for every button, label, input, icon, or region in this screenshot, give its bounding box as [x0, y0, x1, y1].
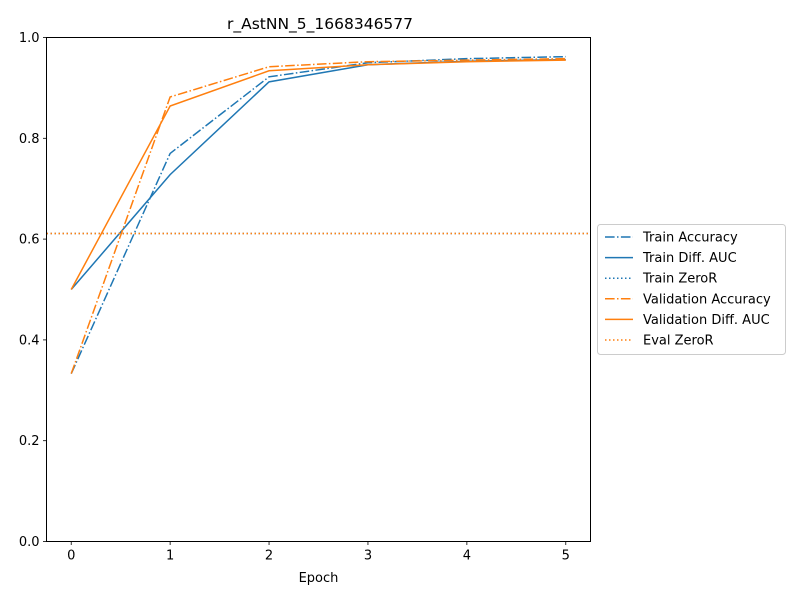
series-line-train-accuracy: [70, 55, 566, 374]
series-line-train-diff-auc: [70, 58, 566, 290]
y-tick-label: 0.4: [19, 333, 40, 348]
x-tick-label: 4: [463, 549, 471, 564]
x-tick-label: 5: [562, 549, 570, 564]
series-line-validation-accuracy: [70, 57, 566, 374]
legend: Train Accuracy Train Diff. AUC Train ZeroR…: [597, 224, 786, 355]
plot-area: [46, 55, 591, 374]
chart-title: r_AstNN_5_1668346577: [227, 15, 413, 34]
x-tick-label: 3: [364, 549, 372, 564]
series-line-validation-diff-auc: [70, 59, 566, 290]
x-axis: 0 1 2 3 4 5: [67, 541, 570, 564]
legend-entry: Train Accuracy: [642, 231, 738, 246]
legend-box: [597, 224, 786, 355]
y-axis: 0.0 0.2 0.4 0.6 0.8 1.0: [19, 31, 47, 550]
y-tick-label: 1.0: [19, 31, 40, 46]
x-axis-label: Epoch: [299, 571, 339, 586]
x-tick-label: 1: [166, 549, 174, 564]
legend-entry: Validation Diff. AUC: [643, 313, 770, 328]
legend-entry: Validation Accuracy: [643, 292, 771, 307]
legend-entry: Train Diff. AUC: [642, 251, 737, 266]
y-tick-label: 0.6: [19, 233, 40, 248]
legend-entry: Eval ZeroR: [643, 334, 714, 349]
x-tick-label: 0: [67, 549, 75, 564]
y-tick-label: 0.8: [19, 132, 40, 147]
axes-frame: [46, 37, 591, 542]
x-tick-label: 2: [265, 549, 273, 564]
legend-entry: Train ZeroR: [642, 272, 717, 287]
y-tick-label: 0.2: [19, 434, 40, 449]
y-tick-label: 0.0: [19, 535, 40, 550]
